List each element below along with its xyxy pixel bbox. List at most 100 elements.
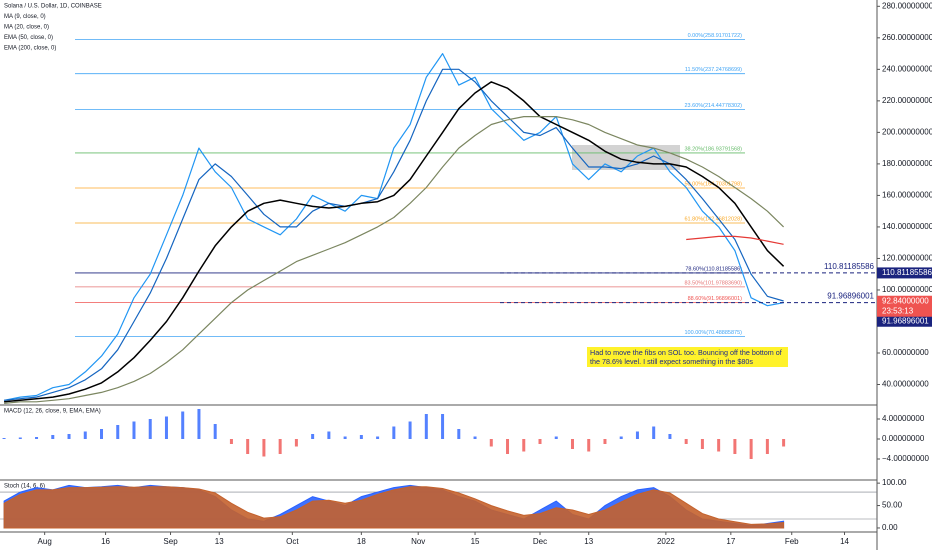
fib-label: 11.50%(237.24768699) [685,67,742,73]
histogram-bar [603,439,607,444]
histogram-bar [570,439,574,449]
x-tick-label: 2022 [657,537,675,546]
series-line [4,116,785,404]
histogram-bar [18,437,22,439]
y-tick-label: 220.00000000 [882,96,932,105]
x-tick-label: 14 [840,537,849,546]
histogram-bar [51,435,55,439]
y-tick-label: 160.00000000 [882,191,932,200]
histogram-bar [197,409,201,439]
histogram-bar [782,439,786,447]
pane-title: Stoch (14, 6, 6) [4,484,45,490]
fib-label: 23.60%(214.44778302) [685,103,743,109]
histogram-bar [473,436,477,439]
y-tick-label: 4.00000000 [882,414,925,423]
y-tick-label: 280.00000000 [882,1,932,10]
x-tick-label: 16 [101,537,110,546]
x-tick-label: Feb [785,537,799,546]
x-tick-label: Aug [38,537,52,546]
annotation-text: Had to move the fibs on SOL too. Bouncin… [587,347,788,367]
last-price-label: 92.84000000 [882,296,929,305]
price-line-label: 91.96896001 [827,292,874,301]
y-tick-label: 140.00000000 [882,222,932,231]
y-tick-label: 180.00000000 [882,159,932,168]
price-axis-box [877,267,932,279]
histogram-bar [652,426,656,439]
histogram-bar [587,439,591,452]
histogram-bar [278,439,282,454]
y-tick-label: 50.00 [882,501,903,510]
price-axis-box-label: 110.81185586 [882,268,932,277]
legend-entry: MA (20, close, 0) [4,25,49,31]
histogram-bar [635,431,639,439]
y-tick-label: 200.00000000 [882,127,932,136]
histogram-bar [213,424,217,439]
pane-title: MACD (12, 26, close, 9, EMA, EMA) [4,409,101,415]
histogram-bar [733,439,737,454]
fib-label: 83.50%(101.97883690) [685,280,743,286]
price-axis-box [877,315,932,327]
histogram-bar [441,414,445,439]
histogram-bar [100,429,104,439]
y-tick-label: 100.00 [882,478,907,487]
histogram-bar [424,414,428,439]
range-box [572,145,680,170]
histogram-bar [749,439,753,459]
legend-entry: MA (9, close, 0) [4,14,46,20]
fib-label: 38.20%(186.93791568) [685,146,743,152]
stoch-area [3,486,785,529]
legend-entry: EMA (50, close, 0) [4,35,53,41]
series-line [4,81,785,403]
histogram-bar [327,431,331,439]
fib-label: 100.00%(70.48885875) [685,330,743,336]
y-tick-label: 40.00000000 [882,380,929,389]
y-tick-label: 60.00000000 [882,348,929,357]
y-tick-label: 0.00000000 [882,434,925,443]
histogram-bar [668,434,672,439]
x-tick-label: Sep [163,537,178,546]
histogram-bar [148,419,152,439]
y-tick-label: −4.00000000 [882,454,929,463]
x-tick-label: Oct [286,537,299,546]
x-tick-label: 17 [726,537,735,546]
y-tick-label: 100.00000000 [882,285,932,294]
histogram-bar [700,439,704,449]
histogram-bar [83,431,87,439]
x-tick-label: Nov [411,537,425,546]
x-tick-label: 13 [584,537,593,546]
histogram-bar [181,411,185,439]
fib-label: 88.60%(91.96896001) [688,296,743,302]
price-line-label: 110.81185586 [824,262,875,271]
annotation: Had to move the fibs on SOL too. Bouncin… [587,347,788,367]
histogram-bar [554,436,558,439]
last-price-box [877,295,932,317]
histogram-bar [67,434,71,439]
fib-label: 78.60%(110.81185586) [685,266,742,272]
price-axis-box-label: 91.96896001 [882,316,929,325]
histogram-bar [116,425,120,439]
histogram-bar [132,421,136,439]
histogram-bar [246,439,250,454]
y-tick-label: 260.00000000 [882,33,932,42]
histogram-bar [359,435,363,439]
histogram-bar [717,439,721,452]
histogram-bar [229,439,233,444]
histogram-bar [392,426,396,439]
fib-label: 0.00%(258.91701722) [688,33,743,39]
histogram-bar [489,439,493,447]
series-line [686,235,784,245]
x-tick-label: 13 [215,537,224,546]
histogram-bar [35,437,39,439]
histogram-bar [522,439,526,452]
histogram-bar [343,436,347,439]
histogram-bar [262,439,266,457]
x-tick-label: 18 [357,537,366,546]
histogram-bar [376,436,380,439]
y-tick-label: 0.00 [882,523,898,532]
histogram-bar [311,434,315,439]
series-line [4,68,784,401]
histogram-bar [457,429,461,439]
pane-title: Solana / U.S. Dollar, 1D, COINBASE [4,4,102,10]
